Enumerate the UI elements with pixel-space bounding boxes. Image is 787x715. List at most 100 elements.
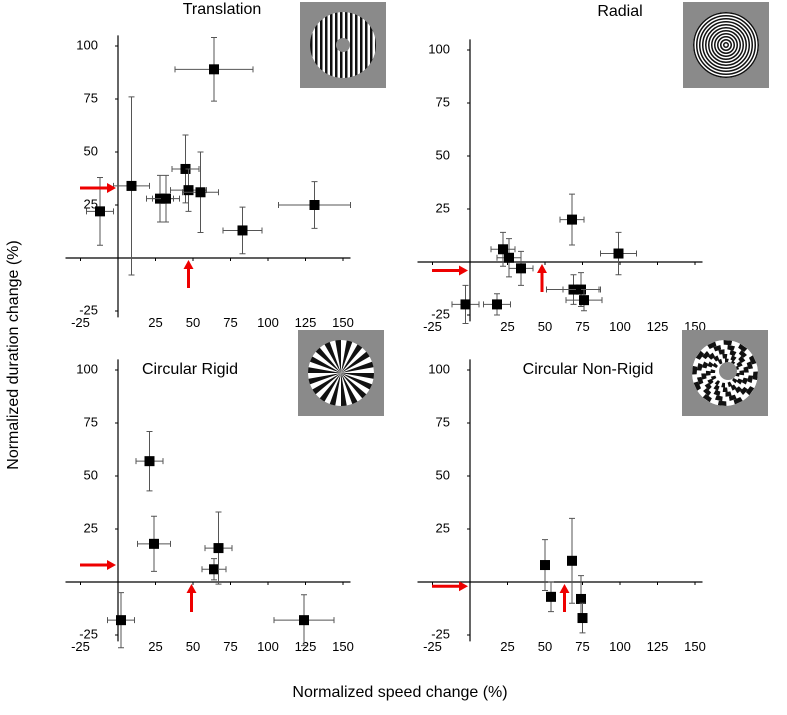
threshold-arrow-y (80, 560, 116, 571)
point (309, 200, 320, 210)
pattern (692, 340, 758, 406)
x-tick-label: 125 (647, 319, 669, 334)
checker-cell (738, 349, 747, 358)
ring (702, 21, 750, 69)
checker-cell (743, 366, 749, 373)
checker-cell (714, 380, 720, 386)
x-tick-label: -25 (71, 315, 90, 330)
point (504, 252, 514, 263)
x-axis-label: Normalized speed change (%) (292, 684, 507, 701)
checker-cell (703, 388, 712, 397)
point (161, 193, 171, 204)
checker-cell (745, 386, 755, 396)
stripe (355, 12, 358, 78)
y-tick-label: -25 (431, 306, 450, 321)
point (540, 560, 550, 571)
checker-cell (736, 361, 743, 368)
wedge (327, 373, 341, 406)
wedge (308, 373, 341, 399)
checker-cell (702, 393, 712, 403)
threshold-arrow-x (537, 264, 547, 292)
y-tick-label: 25 (436, 520, 450, 535)
arrow-head (459, 581, 468, 592)
y-tick-label: 75 (436, 414, 450, 429)
checker-cell (696, 362, 703, 371)
checker-cell (707, 361, 714, 368)
stripe (330, 12, 333, 78)
point (299, 615, 309, 626)
point (492, 299, 502, 310)
point (126, 180, 137, 191)
wedge (315, 373, 341, 406)
y-tick-label: 100 (428, 41, 450, 56)
x-tick-label: 50 (186, 315, 200, 330)
ring (717, 36, 735, 54)
y-tick-label: 25 (84, 196, 98, 211)
wedge (341, 373, 361, 406)
checker-cell (713, 384, 720, 391)
point (576, 593, 586, 604)
stripe (375, 12, 376, 78)
point (144, 456, 155, 467)
checker-cell (704, 382, 712, 391)
point (213, 543, 224, 554)
point (209, 564, 219, 575)
checker-cell (730, 355, 737, 362)
ring (711, 30, 741, 60)
checker-cell (741, 377, 749, 385)
x-tick-label: 150 (332, 639, 354, 654)
point (516, 263, 526, 274)
checker-cell (712, 362, 718, 368)
threshold-arrow-x (559, 584, 570, 612)
arrow-head (107, 183, 116, 194)
checker-cell (717, 358, 723, 365)
wedge (334, 340, 341, 373)
arrow-head (107, 560, 116, 571)
stripe (310, 12, 313, 78)
checker-cell (730, 384, 737, 391)
x-tick-label: 125 (295, 639, 317, 654)
x-tick-label: 125 (647, 639, 669, 654)
checker-cell (725, 391, 732, 397)
threshold-arrow-y (432, 581, 468, 592)
checker-cell (710, 369, 716, 373)
wedge (341, 373, 374, 393)
y-tick-label: 50 (84, 467, 98, 482)
ring (720, 39, 732, 51)
y-axis-label: Normalized duration change (%) (5, 240, 22, 469)
point (209, 64, 219, 75)
checker-cell (748, 355, 757, 365)
checker-cell (713, 355, 720, 362)
stripe (350, 12, 353, 78)
checker-cell (746, 361, 754, 370)
wedge (341, 373, 372, 404)
panel-title: Circular Non-Rigid (523, 361, 654, 378)
stripe (360, 12, 363, 78)
checker-cell (738, 343, 748, 353)
pattern (308, 340, 374, 406)
checker-cell (747, 375, 754, 384)
checker-cell (736, 378, 743, 385)
checker-cell (740, 386, 749, 395)
stripe (365, 12, 368, 78)
y-tick-label: -25 (431, 626, 450, 641)
x-tick-label: 50 (538, 319, 552, 334)
center (336, 38, 350, 52)
checker-cell (727, 381, 733, 388)
x-tick-label: 100 (257, 639, 279, 654)
y-tick-label: 100 (428, 361, 450, 376)
wedge (341, 347, 374, 373)
ring (696, 15, 756, 75)
checker-cell (727, 344, 736, 351)
x-tick-label: 150 (684, 639, 706, 654)
point (95, 206, 105, 217)
wedge (308, 373, 341, 387)
y-tick-label: -25 (79, 302, 98, 317)
point (577, 613, 588, 624)
ring (705, 24, 747, 66)
wedge (308, 353, 341, 373)
y-tick-label: 50 (436, 467, 450, 482)
panel: Circular Rigid -25 25 50 75 100 -25 25 50 75 100 12… (65, 359, 354, 654)
checker-cell (701, 351, 710, 360)
